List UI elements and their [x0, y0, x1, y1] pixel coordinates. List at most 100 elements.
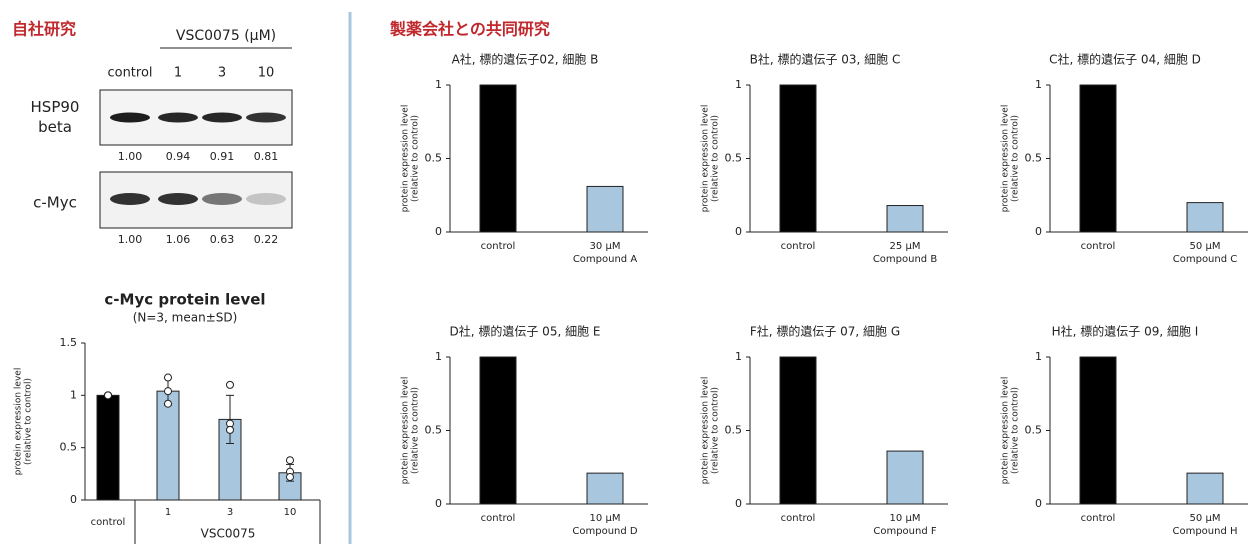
bar: [886, 205, 924, 233]
x-tick-label: control: [91, 517, 126, 528]
bar: [479, 356, 517, 505]
bar: [96, 394, 120, 501]
chart-title: F社, 標的遺伝子 07, 細胞 G: [750, 324, 900, 339]
y-tick-label: 1: [735, 350, 742, 363]
x-tick-label: Compound H: [1172, 526, 1237, 537]
bar: [779, 84, 817, 233]
bar: [886, 450, 924, 505]
chart-title: C社, 標的遺伝子 04, 細胞 D: [1049, 52, 1201, 67]
band: [158, 112, 198, 123]
chart-title: c-Myc protein level: [104, 291, 265, 309]
blot-label: c-Myc: [33, 194, 77, 212]
y-tick-label: 1: [435, 78, 442, 91]
lane-label: 3: [218, 66, 226, 81]
y-tick-label: 0: [435, 225, 442, 238]
x-tick-label: control: [481, 241, 516, 252]
x-tick-label: Compound C: [1173, 254, 1238, 265]
y-tick-label: 0: [735, 497, 742, 510]
x-tick-label: Compound D: [572, 526, 638, 537]
y-tick-label: 0.5: [725, 424, 743, 437]
y-tick-label: 0: [70, 493, 77, 506]
y-tick-label: 1: [1035, 78, 1042, 91]
bar: [479, 84, 517, 233]
x-tick-label: 3: [227, 507, 233, 518]
y-axis-label: (relative to control): [711, 387, 721, 474]
data-point: [286, 456, 294, 465]
y-tick-label: 1: [70, 388, 77, 401]
data-point: [164, 399, 172, 408]
data-point: [286, 472, 294, 481]
quant-label: 1.00: [118, 150, 143, 163]
x-tick-label: control: [781, 513, 816, 524]
bar: [1079, 84, 1117, 233]
y-tick-label: 0: [435, 497, 442, 510]
chart-title: A社, 標的遺伝子02, 細胞 B: [452, 52, 599, 67]
y-axis-label: (relative to control): [1011, 387, 1021, 474]
band: [158, 193, 198, 205]
blot-label: HSP90: [31, 98, 80, 116]
band: [246, 193, 286, 205]
x-tick-label: 10: [284, 507, 297, 518]
x-tick-label: 10 μM: [890, 513, 921, 524]
chart-title: H社, 標的遺伝子 09, 細胞 I: [1052, 324, 1199, 339]
y-tick-label: 0.5: [425, 152, 443, 165]
quant-label: 1.06: [166, 233, 191, 246]
quant-label: 0.94: [166, 150, 191, 163]
x-tick-label: control: [1081, 513, 1116, 524]
data-point: [164, 373, 172, 382]
quant-label: 0.91: [210, 150, 235, 163]
y-tick-label: 0.5: [1025, 152, 1043, 165]
data-point: [164, 387, 172, 396]
lane-label: control: [107, 66, 152, 81]
y-axis-label: (relative to control): [411, 115, 421, 202]
y-tick-label: 0: [1035, 497, 1042, 510]
x-tick-label: 30 μM: [590, 241, 621, 252]
x-tick-label: control: [1081, 241, 1116, 252]
lane-label: 10: [258, 66, 275, 81]
band: [246, 112, 286, 123]
x-tick-label: control: [781, 241, 816, 252]
x-tick-label: 50 μM: [1190, 513, 1221, 524]
chart-title: B社, 標的遺伝子 03, 細胞 C: [750, 52, 901, 67]
x-tick-label: control: [481, 513, 516, 524]
bar: [779, 356, 817, 505]
y-tick-label: 1: [735, 78, 742, 91]
section-title: 製薬会社との共同研究: [389, 20, 550, 39]
y-axis-label: protein expression level: [1001, 377, 1011, 485]
chart-subtitle: (N=3, mean±SD): [133, 311, 238, 325]
blot-title: VSC0075 (μM): [176, 28, 276, 44]
quant-label: 0.63: [210, 233, 235, 246]
quant-label: 1.00: [118, 233, 143, 246]
x-tick-label: Compound F: [873, 526, 937, 537]
lane-label: 1: [174, 66, 182, 81]
x-tick-label: 50 μM: [1190, 241, 1221, 252]
y-axis-label: protein expression level: [401, 105, 411, 213]
y-tick-label: 0.5: [60, 441, 78, 454]
chart-title: D社, 標的遺伝子 05, 細胞 E: [450, 324, 601, 339]
y-axis-label: protein expression level: [1001, 105, 1011, 213]
band: [202, 193, 242, 205]
y-axis-label: protein expression level: [701, 105, 711, 213]
y-axis-label: (relative to control): [411, 387, 421, 474]
blot-label: beta: [38, 118, 72, 136]
y-tick-label: 1.5: [60, 336, 78, 349]
y-axis-label: (relative to control): [1011, 115, 1021, 202]
quant-label: 0.81: [254, 150, 279, 163]
data-point: [226, 425, 234, 434]
y-axis-label: protein expression level: [701, 377, 711, 485]
x-tick-label: 10 μM: [590, 513, 621, 524]
band: [202, 112, 242, 123]
group-label: VSC0075: [201, 527, 256, 541]
x-tick-label: 1: [165, 507, 171, 518]
section-title: 自社研究: [12, 20, 76, 39]
quant-label: 0.22: [254, 233, 279, 246]
y-tick-label: 0: [1035, 225, 1042, 238]
data-point: [104, 391, 112, 400]
y-axis-label: protein expression level: [14, 368, 24, 476]
bar: [1186, 472, 1224, 505]
bar: [586, 472, 624, 505]
y-tick-label: 1: [1035, 350, 1042, 363]
y-axis-label: protein expression level: [401, 377, 411, 485]
y-tick-label: 1: [435, 350, 442, 363]
